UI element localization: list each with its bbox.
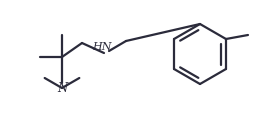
Text: HN: HN [92, 42, 112, 52]
Text: N: N [57, 82, 67, 95]
